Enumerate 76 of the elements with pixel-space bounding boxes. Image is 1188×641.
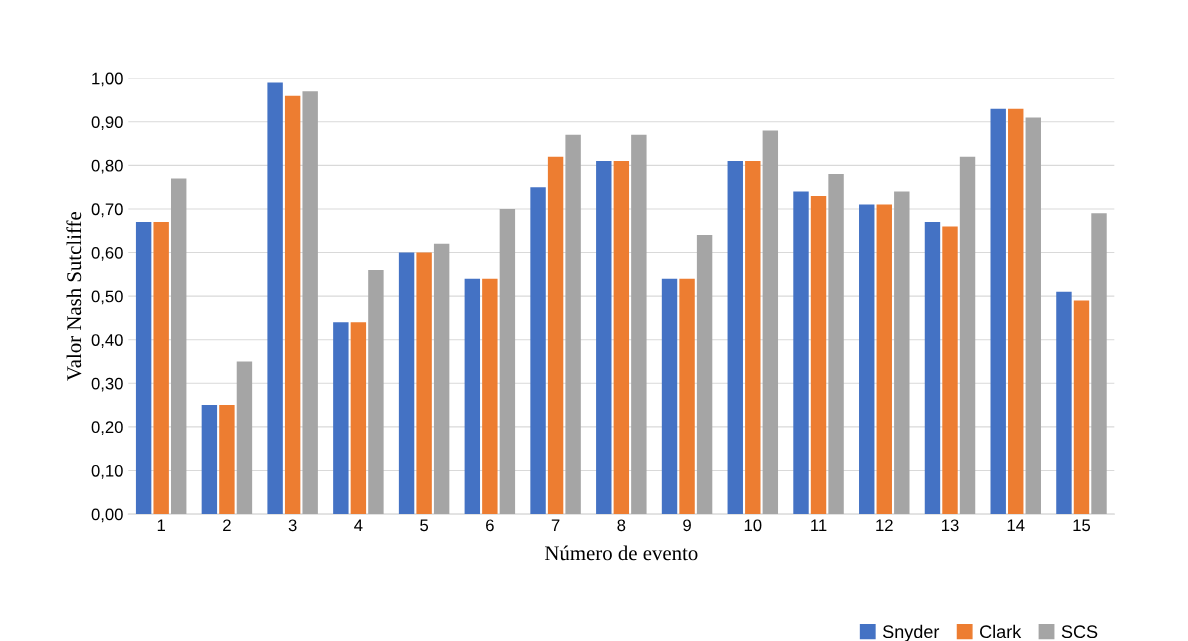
bar	[236, 361, 253, 515]
x-axis-title: Número de evento	[544, 545, 698, 561]
bar	[482, 278, 498, 515]
bar	[135, 222, 152, 515]
bar	[810, 195, 827, 515]
bar	[302, 91, 318, 515]
x-tick-label: 15	[1073, 519, 1091, 532]
bar	[793, 191, 809, 515]
bar	[859, 204, 875, 515]
y-tick-label: 0,70	[91, 203, 123, 218]
bar	[433, 243, 450, 515]
bar	[350, 322, 367, 515]
y-tick-label: 0,10	[91, 464, 123, 479]
bar	[596, 161, 612, 515]
bar	[762, 130, 779, 515]
bar	[876, 204, 892, 515]
x-tick-label: 4	[354, 519, 363, 532]
bar	[959, 156, 976, 515]
bar	[547, 156, 564, 515]
y-tick-label: 0,80	[91, 159, 123, 174]
legend-label: Snyder	[883, 624, 940, 641]
x-tick-label: 1	[157, 519, 165, 532]
bar	[1091, 213, 1107, 515]
bar	[990, 108, 1006, 515]
x-tick-label: 10	[744, 519, 762, 532]
y-tick-label: 0,00	[91, 508, 123, 523]
bar	[745, 161, 761, 515]
bar	[267, 82, 283, 515]
bar	[499, 208, 516, 515]
bar	[924, 222, 941, 515]
bar	[679, 278, 695, 515]
bar	[942, 226, 958, 515]
bar	[1008, 108, 1024, 515]
legend-label: SCS	[1061, 625, 1098, 639]
bar	[219, 405, 235, 515]
x-tick-label: 14	[1007, 519, 1025, 532]
bar	[284, 95, 301, 515]
y-axis-title: Valor Nash Sutcliffe	[66, 212, 82, 381]
x-tick-label: 5	[420, 519, 429, 532]
bar	[696, 235, 713, 515]
y-tick-label: 0,90	[91, 116, 123, 130]
x-tick-label: 2	[223, 519, 231, 532]
x-tick-label: 6	[486, 519, 494, 532]
bar	[416, 252, 432, 515]
x-tick-label: 7	[551, 519, 560, 532]
x-tick-label: 8	[617, 519, 626, 532]
bar	[565, 134, 581, 515]
x-tick-label: 13	[942, 519, 959, 532]
y-tick-label: 0,50	[91, 290, 123, 305]
bar	[201, 405, 218, 515]
bar	[530, 187, 546, 515]
y-tick-label: 0,60	[91, 246, 123, 261]
bar	[1073, 300, 1090, 515]
y-tick-label: 1,00	[92, 72, 123, 87]
x-tick-label: 12	[876, 519, 893, 532]
bar	[368, 269, 384, 515]
bar	[170, 178, 187, 515]
y-tick-label: 0,20	[91, 421, 123, 436]
bar	[727, 161, 743, 515]
x-tick-label: 11	[811, 519, 827, 532]
bar	[1025, 117, 1041, 515]
bar	[828, 174, 844, 515]
bar	[613, 161, 630, 515]
bar	[333, 322, 349, 515]
y-tick-label: 0,40	[91, 334, 123, 348]
x-tick-label: 3	[288, 519, 297, 532]
bar	[631, 134, 647, 515]
y-tick-label: 0,30	[91, 377, 123, 392]
x-tick-label: 9	[683, 519, 691, 532]
bar	[894, 191, 910, 515]
bar	[398, 252, 415, 515]
legend-label: Clark	[980, 624, 1022, 639]
bar	[1056, 291, 1072, 515]
bar	[661, 278, 678, 515]
bar	[153, 222, 169, 515]
bar	[464, 278, 481, 515]
